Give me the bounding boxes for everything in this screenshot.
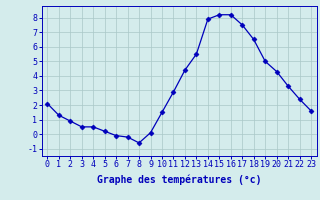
X-axis label: Graphe des températures (°c): Graphe des températures (°c) (97, 175, 261, 185)
